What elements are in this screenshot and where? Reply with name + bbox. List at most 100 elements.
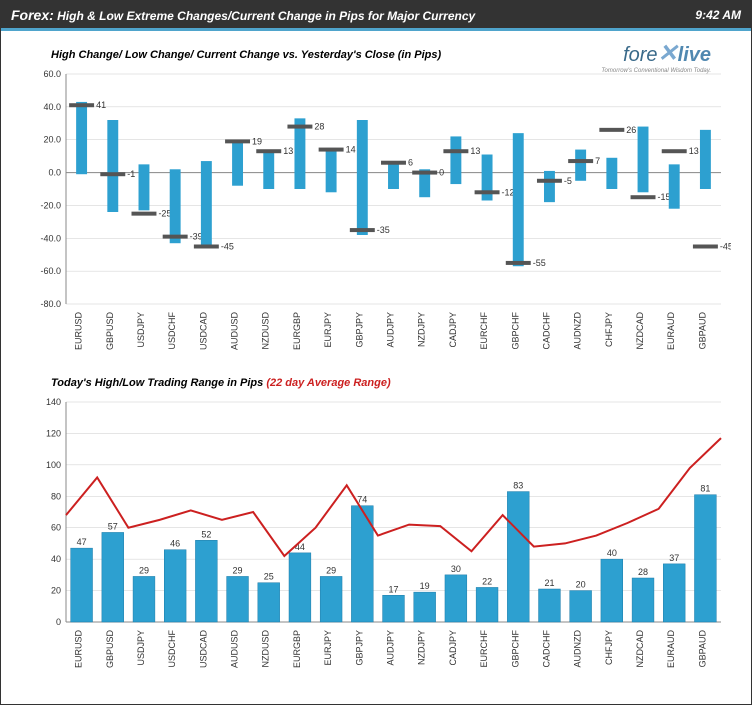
value-label: 46: [170, 539, 180, 549]
value-label: 7: [595, 156, 600, 166]
current-marker: [537, 179, 562, 183]
category-label: EURJPY: [323, 312, 333, 348]
logo-live: live: [678, 44, 711, 66]
category-label: EURCHF: [479, 629, 489, 667]
value-label: 28: [314, 122, 324, 132]
range-bar: [71, 548, 93, 622]
chart2-svg: 02040608010012014047EURUSD57GBPUSD29USDJ…: [21, 397, 731, 687]
logo-subtitle: Tomorrow's Conventional Wisdom Today.: [601, 68, 711, 74]
value-label: -35: [377, 225, 390, 235]
current-marker: [412, 171, 437, 175]
category-label: EURAUD: [666, 630, 676, 669]
value-label: 29: [139, 565, 149, 575]
chart1-svg: -80.0-60.0-40.0-20.00.020.040.060.041EUR…: [21, 69, 731, 369]
current-marker: [194, 245, 219, 249]
svg-text:-60.0: -60.0: [40, 266, 61, 276]
title-prefix: Forex:: [11, 7, 54, 23]
current-marker: [132, 212, 157, 216]
category-label: USDJPY: [136, 312, 146, 348]
category-label: NZDCAD: [635, 312, 645, 350]
current-marker: [256, 149, 281, 153]
value-label: 21: [544, 578, 554, 588]
category-label: GBPJPY: [354, 630, 364, 666]
current-marker: [100, 172, 125, 176]
chart-area: fore✕live Tomorrow's Conventional Wisdom…: [1, 31, 751, 687]
range-bar: [606, 158, 617, 189]
range-bar: [663, 564, 685, 622]
value-label: 29: [326, 565, 336, 575]
category-label: EURAUD: [666, 312, 676, 351]
logo-text: fore✕live: [601, 39, 711, 68]
value-label: 44: [295, 542, 305, 552]
svg-text:-20.0: -20.0: [40, 200, 61, 210]
category-label: USDCAD: [198, 630, 208, 669]
svg-text:120: 120: [46, 428, 61, 438]
range-bar: [669, 164, 680, 208]
category-label: EURJPY: [323, 630, 333, 666]
value-label: -39: [190, 232, 203, 242]
range-bar: [326, 148, 337, 192]
current-marker: [69, 103, 94, 107]
current-marker: [693, 245, 718, 249]
svg-text:-40.0: -40.0: [40, 233, 61, 243]
svg-text:140: 140: [46, 397, 61, 407]
current-marker: [599, 128, 624, 132]
range-bar: [164, 550, 186, 622]
value-label: 13: [689, 146, 699, 156]
category-label: AUDUSD: [230, 312, 240, 351]
category-label: NZDUSD: [261, 312, 271, 350]
current-marker: [443, 149, 468, 153]
category-label: GBPAUD: [697, 312, 707, 350]
svg-text:-80.0: -80.0: [40, 299, 61, 309]
value-label: 81: [700, 484, 710, 494]
category-label: AUDJPY: [386, 312, 396, 348]
range-bar: [638, 127, 649, 193]
category-label: AUDNZD: [573, 630, 583, 668]
value-label: 83: [513, 481, 523, 491]
category-label: USDCHF: [167, 629, 177, 667]
range-bar: [601, 559, 623, 622]
svg-text:40.0: 40.0: [43, 102, 61, 112]
category-label: CADCHF: [541, 629, 551, 667]
category-label: AUDJPY: [386, 630, 396, 666]
value-label: -55: [533, 258, 546, 268]
category-label: GBPCHF: [510, 312, 520, 350]
range-bar: [76, 102, 87, 174]
range-bar: [575, 150, 586, 181]
category-label: EURUSD: [74, 630, 84, 669]
current-marker: [319, 148, 344, 152]
value-label: 41: [96, 100, 106, 110]
logo-x-icon: ✕: [658, 40, 678, 67]
chart-container: Forex: High & Low Extreme Changes/Curren…: [0, 0, 752, 705]
value-label: -5: [564, 176, 572, 186]
value-label: 20: [576, 580, 586, 590]
range-bar: [445, 575, 467, 622]
range-bar: [263, 150, 274, 189]
category-label: USDCHF: [167, 311, 177, 349]
range-bar: [170, 169, 181, 243]
current-marker: [287, 125, 312, 129]
category-label: NZDUSD: [261, 630, 271, 668]
category-label: CADJPY: [448, 630, 458, 666]
category-label: GBPAUD: [697, 630, 707, 668]
range-bar: [507, 492, 529, 622]
value-label: 0: [439, 168, 444, 178]
category-label: USDCAD: [198, 312, 208, 351]
range-bar: [102, 532, 124, 622]
logo: fore✕live Tomorrow's Conventional Wisdom…: [601, 39, 711, 74]
category-label: GBPJPY: [354, 312, 364, 348]
range-bar: [357, 120, 368, 235]
category-label: CHFJPY: [604, 630, 614, 665]
value-label: 19: [252, 136, 262, 146]
current-marker: [662, 149, 687, 153]
range-bar: [289, 553, 311, 622]
value-label: 22: [482, 576, 492, 586]
range-bar: [227, 576, 249, 622]
category-label: GBPUSD: [105, 312, 115, 351]
title-text: High & Low Extreme Changes/Current Chang…: [57, 9, 475, 23]
value-label: -15: [658, 192, 671, 202]
category-label: AUDNZD: [573, 312, 583, 350]
range-bar: [700, 130, 711, 189]
logo-fore: fore: [623, 44, 657, 66]
svg-text:100: 100: [46, 460, 61, 470]
